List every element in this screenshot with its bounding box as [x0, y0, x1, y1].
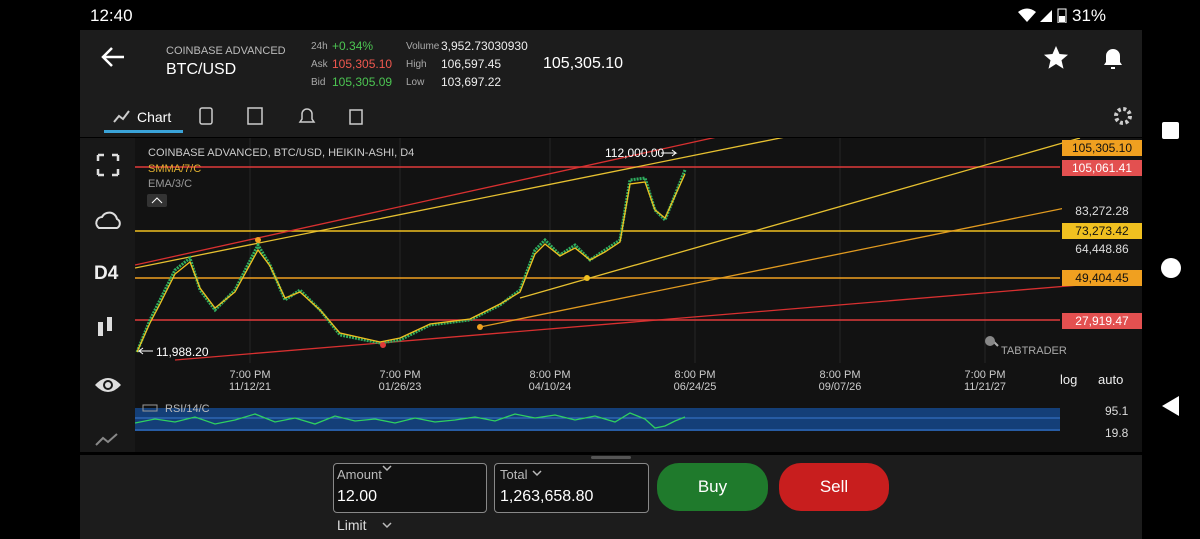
time-label-time: 8:00 PM	[820, 369, 861, 381]
rsi-lower: 19.8	[1105, 426, 1129, 440]
price-label: 105,305.10	[1062, 140, 1142, 156]
chevrons	[382, 465, 392, 529]
price-label: 64,448.86	[1062, 241, 1142, 257]
price-label: 27,919.47	[1062, 313, 1142, 329]
time-label-time: 7:00 PM	[380, 369, 421, 381]
amount-label: Amount	[337, 467, 382, 482]
price-label: 105,061.41	[1062, 160, 1142, 176]
time-label-time: 7:00 PM	[230, 369, 271, 381]
tab-chart[interactable]: Chart	[137, 109, 172, 125]
chart: 112,000.00 11,988.20 COINBASE ADVANCED, …	[135, 138, 1142, 452]
high-marker: 112,000.00	[605, 146, 664, 160]
ask-label: Ask	[311, 59, 328, 70]
rsi-upper: 95.1	[1105, 404, 1129, 418]
high: 106,597.45	[441, 57, 502, 71]
amount-input[interactable]	[333, 463, 487, 513]
total: 1,263,658.80	[500, 488, 594, 505]
volume-label: Volume	[406, 41, 440, 52]
time-label-date: 11/12/21	[229, 381, 271, 393]
price-label: 49,404.45	[1062, 270, 1142, 286]
tab-icons[interactable]	[112, 106, 372, 128]
time: 12:40	[90, 6, 133, 25]
interval[interactable]: D4	[94, 263, 119, 284]
order-type[interactable]: Limit	[337, 517, 367, 533]
watermark: TABTRADER	[1001, 345, 1067, 357]
auto-toggle[interactable]: auto	[1098, 372, 1123, 387]
sidebar	[80, 138, 135, 452]
last-price: 105,305.10	[543, 55, 624, 72]
bid: 105,305.09	[332, 75, 393, 89]
time-label-date: 06/24/25	[674, 381, 717, 393]
indicator-ema[interactable]: EMA/3/C	[148, 178, 192, 190]
nav-bar[interactable]	[1142, 30, 1200, 539]
time-label-time: 7:00 PM	[965, 369, 1006, 381]
exchange: COINBASE ADVANCED	[166, 45, 286, 57]
time-label-time: 8:00 PM	[675, 369, 716, 381]
pair: BTC/USD	[166, 61, 237, 78]
chart-title: COINBASE ADVANCED, BTC/USD, HEIKIN-ASHI,…	[148, 147, 414, 159]
status-icons	[1018, 8, 1067, 23]
header	[80, 30, 1142, 137]
volume: 3,952.73030930	[441, 39, 528, 53]
drag-handle[interactable]	[591, 456, 631, 459]
bid-label: Bid	[311, 77, 326, 88]
change: +0.34%	[332, 39, 374, 53]
price-label: 73,273.42	[1062, 223, 1142, 239]
change-label: 24h	[311, 41, 328, 52]
rsi-label[interactable]: RSI/14/C	[165, 403, 210, 415]
settings[interactable]	[1113, 106, 1133, 126]
battery: 31%	[1072, 6, 1107, 25]
total-label: Total	[500, 467, 528, 482]
total-input[interactable]	[494, 463, 649, 513]
time-label-date: 01/26/23	[379, 381, 422, 393]
high-label: High	[406, 59, 427, 70]
sell-button[interactable]: Sell	[779, 463, 889, 511]
time-label-date: 09/07/26	[819, 381, 862, 393]
header-actions[interactable]	[1042, 44, 1132, 70]
chevron	[532, 470, 542, 477]
indicator-smma[interactable]: SMMA/7/C	[148, 163, 201, 175]
back-button[interactable]	[100, 45, 126, 69]
tab-indicator	[104, 130, 183, 133]
amount: 12.00	[337, 488, 378, 505]
ask: 105,305.10	[332, 57, 393, 71]
time-label-time: 8:00 PM	[530, 369, 571, 381]
log-toggle[interactable]: log	[1060, 372, 1077, 387]
low: 103,697.22	[441, 75, 502, 89]
price-label: 83,272.28	[1062, 203, 1142, 219]
time-label-date: 04/10/24	[529, 381, 572, 393]
buy-button[interactable]: Buy	[657, 463, 768, 511]
low-label: Low	[406, 77, 425, 88]
sidebar-icons[interactable]	[93, 150, 123, 450]
low-marker: 11,988.20	[156, 345, 209, 359]
time-label-date: 11/21/27	[964, 381, 1006, 393]
